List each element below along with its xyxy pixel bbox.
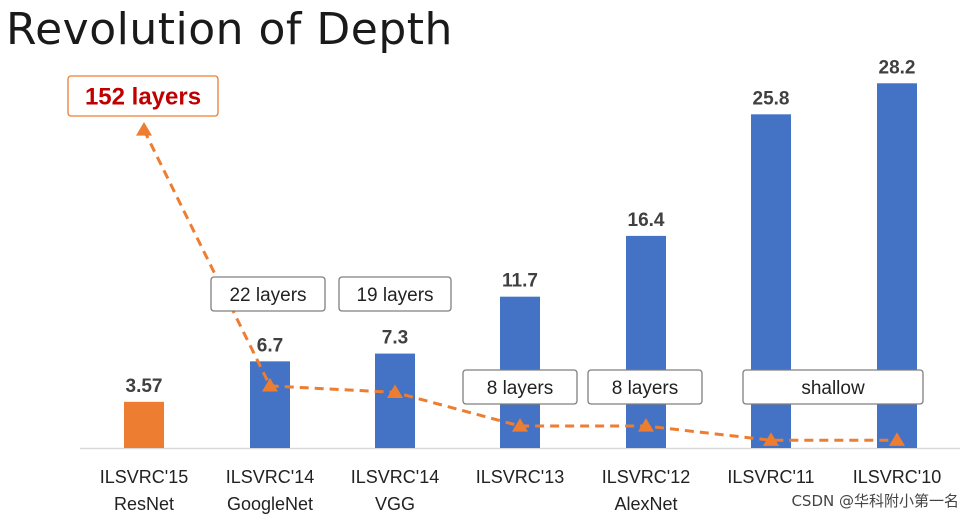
depth-label-0: 152 layers	[85, 84, 201, 111]
category-sublabel-4: AlexNet	[614, 494, 677, 514]
bar-value-label-1: 6.7	[257, 335, 283, 356]
depth-label-box-4	[587, 369, 703, 405]
depth-label-box-2	[338, 276, 452, 312]
depth-label-5: shallow	[801, 378, 865, 399]
bar-value-label-3: 11.7	[502, 271, 538, 292]
depth-label-4: 8 layers	[612, 378, 679, 399]
depth-label-1: 22 layers	[229, 285, 306, 306]
bar-value-label-2: 7.3	[382, 328, 408, 349]
depth-marker-5	[763, 432, 779, 446]
category-sublabel-0: ResNet	[114, 494, 174, 514]
depth-label-box-0	[67, 75, 219, 117]
depth-label-2: 19 layers	[356, 285, 433, 306]
bar-value-label-4: 16.4	[628, 210, 665, 231]
category-label-2: ILSVRC'14	[351, 467, 439, 487]
bar-2	[375, 353, 415, 448]
depth-marker-4	[638, 418, 654, 432]
bar-value-label-0: 3.57	[126, 376, 163, 397]
bar-value-label-6: 28.2	[879, 57, 916, 78]
depth-marker-6	[889, 432, 905, 446]
bar-0	[124, 401, 164, 448]
category-label-5: ILSVRC'11	[727, 467, 814, 487]
category-sublabel-1: GoogleNet	[227, 494, 313, 514]
depth-label-box-5	[742, 369, 924, 405]
watermark: CSDN @华科附小第一名	[791, 492, 959, 510]
category-label-3: ILSVRC'13	[476, 467, 564, 487]
depth-marker-1	[262, 377, 278, 392]
depth-marker-0	[136, 122, 152, 136]
category-label-0: ILSVRC'15	[100, 467, 188, 487]
chart-title: Revolution of Depth	[6, 4, 453, 55]
depth-label-3: 8 layers	[487, 378, 554, 399]
bar-1	[250, 361, 290, 448]
category-label-6: ILSVRC'10	[853, 467, 941, 487]
depth-label-box-3	[462, 369, 578, 405]
category-label-4: ILSVRC'12	[602, 467, 690, 487]
category-label-1: ILSVRC'14	[226, 467, 314, 487]
depth-marker-2	[387, 384, 403, 398]
depth-marker-3	[512, 418, 528, 432]
category-sublabel-2: VGG	[375, 494, 415, 514]
depth-label-box-1	[210, 276, 326, 312]
bar-value-label-5: 25.8	[753, 88, 790, 109]
bar-4	[626, 235, 666, 448]
